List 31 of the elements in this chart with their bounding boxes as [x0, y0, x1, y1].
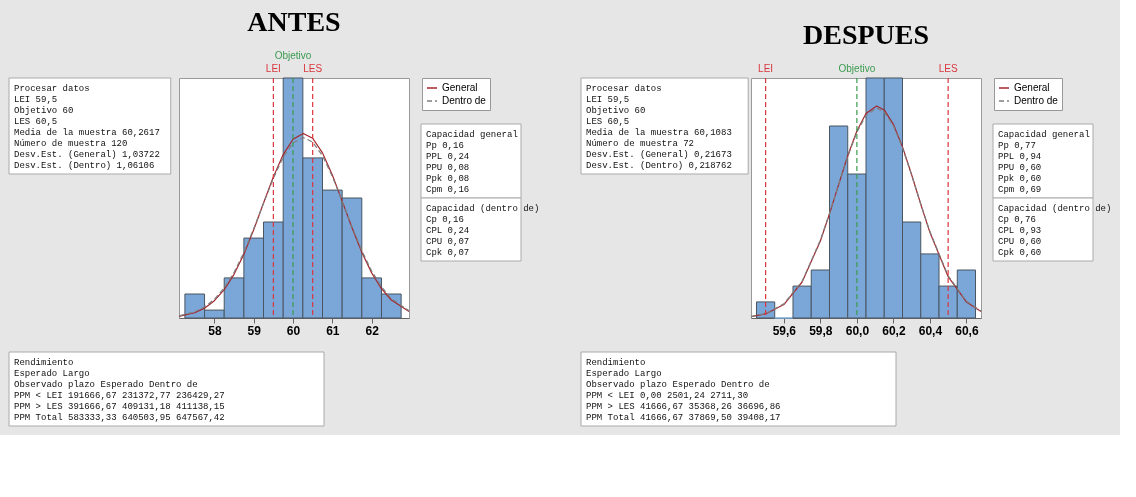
ref-line-label: Objetivo: [838, 63, 876, 74]
x-tick-label: 59,6: [772, 323, 797, 338]
x-tick-label: 60,0: [845, 323, 870, 338]
chart-title: DESPUES: [802, 19, 930, 50]
x-tick-label: 60,4: [918, 323, 943, 338]
x-tick-label: 58: [208, 323, 222, 338]
legend-label: General: [1014, 82, 1050, 93]
legend-label: Dentro de: [442, 95, 487, 106]
text: Capacidad (dentro de) Cp 0,16 CPL 0,24 CPU 0,07 Cpk 0,07: [426, 203, 540, 258]
text: Capacidad (dentro de) Cp 0,76 CPL 0,93 CPU 0,60 Cpk 0,60: [998, 203, 1112, 258]
ref-line-label: LES: [303, 63, 323, 74]
ref-line-label: Objetivo: [274, 50, 312, 61]
ref-line-label: LES: [938, 63, 958, 74]
text: Rendimiento Esperado Largo Observado plazo Esperado Dentro de PPM < LEI 191666,67 231372,77 236429,27 PPM > LES 391666,67 409131,18 411138,15 PPM Total 583333,33 640503,95 647567,42: [14, 357, 225, 423]
x-tick-label: 62: [365, 323, 380, 338]
chart-title: ANTES: [247, 6, 341, 37]
text: Procesar datos LEI 59,5 Objetivo 60 LES 60,5 Media de la muestra 60,2617 Número de muestra 120 Desv.Est. (General) 1,03722 Desv.Est. (Dentro) 1,06106: [14, 83, 160, 171]
legend-label: General: [442, 82, 478, 93]
x-tick-label: 59: [247, 323, 262, 338]
ref-line-label: LEI: [758, 63, 774, 74]
ref-line-label: LEI: [265, 63, 281, 74]
text: Capacidad general Pp 0,16 PPL 0,24 PPU 0,08 Ppk 0,08 Cpm 0,16: [426, 129, 518, 195]
x-tick-label: 60: [286, 323, 301, 338]
x-tick-label: 61: [326, 323, 340, 338]
text: Procesar datos LEI 59,5 Objetivo 60 LES 60,5 Media de la muestra 60,1083 Número de muestra 72 Desv.Est. (General) 0,21673 Desv.Est. (Dentro) 0,218762: [586, 83, 732, 171]
text: Capacidad general Pp 0,77 PPL 0,94 PPU 0,60 Ppk 0,60 Cpm 0,69: [998, 129, 1090, 195]
legend-label: Dentro de: [1014, 95, 1059, 106]
x-tick-label: 59,8: [809, 323, 833, 338]
x-tick-label: 60,2: [882, 323, 906, 338]
text: Rendimiento Esperado Largo Observado plazo Esperado Dentro de PPM < LEI 0,00 2501,24 2711,30 PPM > LES 41666,67 35368,26 36696,86 PPM Total 41666,67 37869,50 39408,17: [586, 357, 781, 423]
x-tick-label: 60,6: [955, 323, 979, 338]
